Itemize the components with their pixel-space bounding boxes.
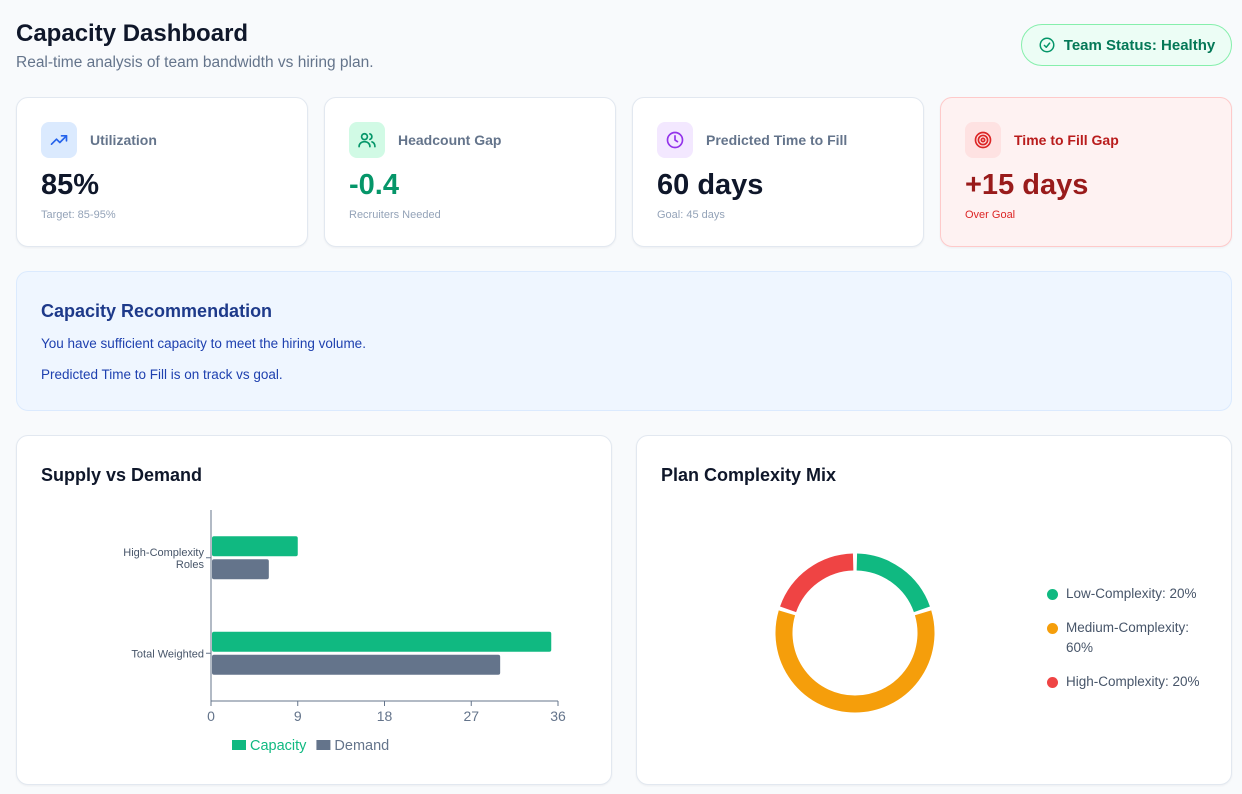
- plan-complexity-mix-card: Plan Complexity Mix Low-Complexity: 20% …: [636, 435, 1232, 785]
- kpi-card-utilization: Utilization 85% Target: 85-95%: [16, 97, 308, 247]
- kpi-subtext: Target: 85-95%: [41, 209, 116, 221]
- recommendation-title: Capacity Recommendation: [41, 301, 273, 321]
- y-tick-label: Roles: [176, 559, 205, 571]
- bar-capacity[interactable]: [212, 631, 552, 652]
- legend-label: Medium-Complexity: 60%: [1066, 620, 1190, 655]
- trending-up-icon: [41, 122, 77, 158]
- chart-title: Supply vs Demand: [41, 465, 203, 485]
- team-status-badge[interactable]: Team Status: Healthy: [1021, 24, 1232, 66]
- donut-legend: Low-Complexity: 20% Medium-Complexity: 6…: [1047, 584, 1217, 706]
- legend-label[interactable]: Demand: [334, 738, 389, 754]
- x-tick-label: 9: [294, 708, 302, 724]
- legend-label[interactable]: Capacity: [250, 738, 307, 754]
- legend-item-low[interactable]: Low-Complexity: 20%: [1047, 584, 1217, 604]
- team-status-label: Team Status: Healthy: [1063, 36, 1216, 54]
- y-tick-label: High-Complexity: [123, 547, 204, 559]
- legend-swatch: [316, 740, 331, 750]
- legend-swatch: [1047, 677, 1058, 688]
- chart-title: Plan Complexity Mix: [661, 465, 837, 485]
- donut-slice-high-complexity[interactable]: [780, 553, 854, 613]
- kpi-subtext: Recruiters Needed: [349, 209, 441, 221]
- donut-slice-medium-complexity[interactable]: [775, 610, 935, 713]
- page-title: Capacity Dashboard: [16, 20, 249, 47]
- legend-label: Low-Complexity: 20%: [1066, 586, 1197, 601]
- legend-swatch: [232, 740, 246, 750]
- legend-item-medium[interactable]: Medium-Complexity: 60%: [1047, 618, 1217, 658]
- x-tick-label: 27: [463, 708, 479, 724]
- recommendation-line: Predicted Time to Fill is on track vs go…: [41, 367, 283, 382]
- kpi-card-time-to-fill-gap: Time to Fill Gap +15 days Over Goal: [940, 97, 1232, 247]
- kpi-label: Utilization: [90, 132, 157, 148]
- legend-swatch: [1047, 623, 1058, 634]
- page-header: Capacity Dashboard Real-time analysis of…: [16, 20, 374, 72]
- donut-slice-low-complexity[interactable]: [856, 553, 930, 613]
- recommendation-line: You have sufficient capacity to meet the…: [41, 336, 366, 351]
- bar-capacity[interactable]: [212, 536, 298, 557]
- kpi-value: -0.4: [349, 169, 399, 201]
- kpi-label: Headcount Gap: [398, 132, 502, 148]
- x-tick-label: 18: [377, 708, 393, 724]
- x-tick-label: 0: [207, 708, 215, 724]
- bar-demand[interactable]: [212, 654, 501, 675]
- supply-vs-demand-card: Supply vs Demand 0 9 18 27 36 High-Complexity…: [16, 435, 612, 785]
- kpi-label: Time to Fill Gap: [1014, 132, 1119, 148]
- kpi-value: +15 days: [965, 169, 1089, 201]
- x-tick-label: 36: [550, 708, 566, 724]
- kpi-value: 60 days: [657, 169, 764, 201]
- page-subtitle: Real-time analysis of team bandwidth vs …: [16, 54, 374, 71]
- kpi-value: 85%: [41, 169, 100, 201]
- kpi-card-headcount-gap: Headcount Gap -0.4 Recruiters Needed: [324, 97, 616, 247]
- capacity-recommendation-panel: Capacity Recommendation You have suffici…: [16, 271, 1232, 411]
- kpi-card-time-to-fill: Predicted Time to Fill 60 days Goal: 45 …: [632, 97, 924, 247]
- legend-label: High-Complexity: 20%: [1066, 674, 1200, 689]
- legend-swatch: [1047, 589, 1058, 600]
- y-tick-label: Total Weighted: [131, 648, 204, 660]
- plan-complexity-donut-chart: [775, 553, 935, 713]
- kpi-label: Predicted Time to Fill: [706, 132, 848, 148]
- check-circle-icon: [1039, 37, 1055, 53]
- users-icon: [349, 122, 385, 158]
- bar-demand[interactable]: [212, 559, 269, 580]
- legend-item-high[interactable]: High-Complexity: 20%: [1047, 672, 1217, 692]
- clock-icon: [657, 122, 693, 158]
- target-icon: [965, 122, 1001, 158]
- kpi-subtext: Over Goal: [965, 209, 1016, 221]
- kpi-subtext: Goal: 45 days: [657, 209, 725, 221]
